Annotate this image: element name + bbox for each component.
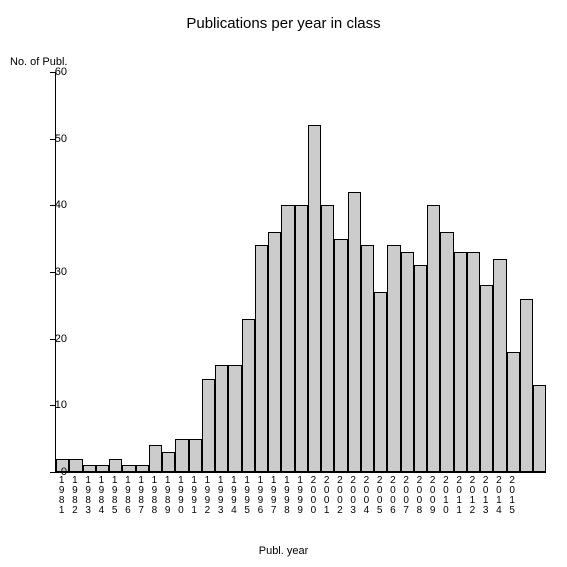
bar bbox=[175, 439, 188, 472]
bar bbox=[69, 459, 82, 472]
x-tick-label: 2006 bbox=[386, 476, 399, 516]
bar bbox=[109, 459, 122, 472]
bar bbox=[520, 299, 533, 472]
x-tick-label: 1987 bbox=[135, 476, 148, 516]
x-tick-label: 2007 bbox=[400, 476, 413, 516]
x-tick-label: 2008 bbox=[413, 476, 426, 516]
bar bbox=[96, 465, 109, 472]
bar bbox=[268, 232, 281, 472]
x-tick-label: 1990 bbox=[174, 476, 187, 516]
bars-group bbox=[56, 72, 546, 472]
x-tick-label: 1985 bbox=[108, 476, 121, 516]
x-tick-label: 2003 bbox=[347, 476, 360, 516]
x-tick-label: 2000 bbox=[307, 476, 320, 516]
x-tick-label: 1982 bbox=[68, 476, 81, 516]
bar bbox=[387, 245, 400, 472]
x-tick-label: 1999 bbox=[294, 476, 307, 516]
x-tick-label: 1984 bbox=[95, 476, 108, 516]
x-tick-label: 2013 bbox=[479, 476, 492, 516]
bar bbox=[440, 232, 453, 472]
bar bbox=[83, 465, 96, 472]
chart-title: Publications per year in class bbox=[0, 15, 567, 32]
bar bbox=[334, 239, 347, 472]
plot-area bbox=[55, 72, 546, 473]
x-tick-label: 2010 bbox=[439, 476, 452, 516]
bar bbox=[454, 252, 467, 472]
bar bbox=[427, 205, 440, 472]
x-tick-label: 2015 bbox=[506, 476, 519, 516]
x-tick-label: 2001 bbox=[320, 476, 333, 516]
x-tick-label bbox=[519, 476, 532, 516]
x-axis-label: Publ. year bbox=[0, 545, 567, 557]
x-tick-label: 1988 bbox=[148, 476, 161, 516]
y-tick-label: 10 bbox=[37, 399, 67, 411]
x-tick-label: 1997 bbox=[267, 476, 280, 516]
x-tick-label: 1994 bbox=[227, 476, 240, 516]
bar bbox=[202, 379, 215, 472]
bar bbox=[281, 205, 294, 472]
x-tick-label: 2014 bbox=[492, 476, 505, 516]
bar bbox=[348, 192, 361, 472]
x-tick-label: 1981 bbox=[55, 476, 68, 516]
x-tick-label: 1992 bbox=[201, 476, 214, 516]
bar bbox=[507, 352, 520, 472]
y-tick-label: 40 bbox=[37, 199, 67, 211]
bar bbox=[215, 365, 228, 472]
x-tick-label: 2012 bbox=[466, 476, 479, 516]
x-tick-label bbox=[532, 476, 545, 516]
x-tick-label: 1995 bbox=[241, 476, 254, 516]
bar bbox=[162, 452, 175, 472]
y-tick-label: 50 bbox=[37, 133, 67, 145]
x-tick-label: 2004 bbox=[360, 476, 373, 516]
bar bbox=[361, 245, 374, 472]
bar bbox=[122, 465, 135, 472]
bar bbox=[242, 319, 255, 472]
x-tick-label: 2005 bbox=[373, 476, 386, 516]
x-tick-label: 1986 bbox=[121, 476, 134, 516]
bar bbox=[295, 205, 308, 472]
bar bbox=[493, 259, 506, 472]
bar bbox=[308, 125, 321, 472]
y-tick-label: 60 bbox=[37, 66, 67, 78]
x-tick-label: 1998 bbox=[280, 476, 293, 516]
x-tick-label: 1993 bbox=[214, 476, 227, 516]
x-tick-label: 2009 bbox=[426, 476, 439, 516]
bar bbox=[480, 285, 493, 472]
x-tick-label: 1989 bbox=[161, 476, 174, 516]
chart-container: Publications per year in class No. of Pu… bbox=[0, 0, 567, 567]
bar bbox=[321, 205, 334, 472]
y-tick-label: 30 bbox=[37, 266, 67, 278]
x-tick-label: 2011 bbox=[453, 476, 466, 516]
bar bbox=[136, 465, 149, 472]
x-tick-label: 1996 bbox=[254, 476, 267, 516]
x-tick-label: 2002 bbox=[333, 476, 346, 516]
bar bbox=[401, 252, 414, 472]
bar bbox=[374, 292, 387, 472]
x-tick-label: 1991 bbox=[188, 476, 201, 516]
bar bbox=[228, 365, 241, 472]
bar bbox=[149, 445, 162, 472]
y-tick-label: 20 bbox=[37, 333, 67, 345]
bar bbox=[533, 385, 546, 472]
bar bbox=[189, 439, 202, 472]
x-tick-label: 1983 bbox=[82, 476, 95, 516]
bar bbox=[414, 265, 427, 472]
bar bbox=[467, 252, 480, 472]
x-tick-labels: 1981198219831984198519861987198819891990… bbox=[55, 476, 545, 516]
bar bbox=[255, 245, 268, 472]
